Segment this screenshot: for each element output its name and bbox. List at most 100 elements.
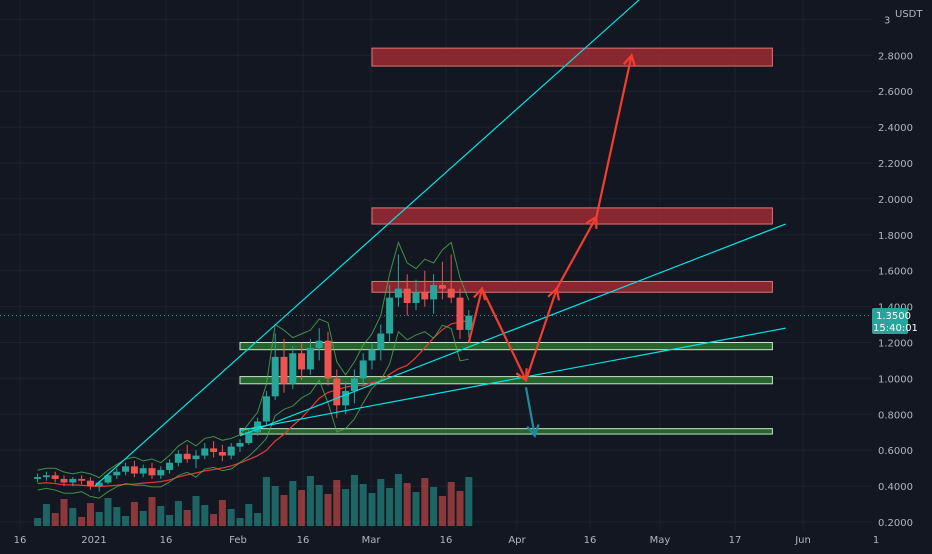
- volume-bar: [113, 507, 121, 526]
- volume-bar: [148, 497, 156, 526]
- volume-bar: [306, 476, 314, 526]
- bearish-projection-arrow-head: [526, 424, 540, 439]
- volume-bar: [465, 477, 473, 526]
- volume-bar: [359, 484, 367, 526]
- candle-body: [438, 285, 446, 289]
- bearish-projection-arrow: [524, 387, 536, 437]
- volume-bar: [350, 475, 358, 526]
- volume-bar: [86, 503, 94, 526]
- volume-bar: [262, 477, 270, 526]
- candle-body: [148, 468, 156, 476]
- bullish-projection-arrow: [467, 55, 633, 382]
- candle-body: [95, 482, 103, 487]
- candle-body: [192, 455, 200, 460]
- y-tick-label: 0.6000: [878, 446, 913, 457]
- candle-body: [377, 333, 385, 350]
- candle-body: [306, 347, 314, 370]
- volume-bar: [394, 474, 402, 526]
- volume-bar: [403, 483, 411, 526]
- candle-body: [324, 340, 332, 379]
- candle-body: [104, 475, 112, 483]
- x-tick-label: May: [650, 535, 671, 546]
- resistance-zone: [371, 280, 773, 293]
- y-tick-label: 2.0000: [878, 195, 913, 206]
- y-tick-label: 3: [884, 15, 890, 26]
- candle-body: [271, 356, 279, 397]
- volume-bar: [95, 512, 103, 526]
- x-tick-label: 17: [729, 535, 742, 546]
- volume-bar: [421, 478, 429, 526]
- candle-body: [86, 480, 94, 487]
- candle-body: [210, 448, 218, 452]
- candle-body: [394, 288, 402, 298]
- candle-body: [218, 451, 226, 456]
- volume-bar: [298, 490, 306, 526]
- price-axis-panel[interactable]: [872, 0, 932, 530]
- volume-bar: [166, 515, 174, 526]
- resistance-zone: [371, 207, 773, 225]
- candle-body: [298, 353, 306, 370]
- indicators: [37, 240, 470, 499]
- volume-bar: [210, 514, 218, 526]
- candle-body: [42, 475, 50, 478]
- volume-bar: [280, 495, 288, 526]
- last-price-value: 1.3500: [876, 311, 911, 322]
- candle-body: [350, 378, 358, 391]
- x-tick-label: Mar: [362, 535, 382, 546]
- support-zone: [239, 342, 773, 351]
- volume-bar: [174, 501, 182, 526]
- volume-bar: [139, 511, 147, 526]
- candle-body: [60, 478, 68, 483]
- volume-bar: [289, 481, 297, 526]
- projection-arrows: [467, 53, 637, 439]
- moving-average-line: [37, 319, 469, 488]
- y-tick-label: 1.6000: [878, 267, 913, 278]
- candle-body: [51, 475, 59, 479]
- volume-bar: [192, 496, 200, 526]
- trendlines: [0, 0, 872, 487]
- x-tick-label: 1: [873, 535, 879, 546]
- candle-body: [130, 466, 138, 474]
- axes: USDT 0.2000 0.4000 0.6000 0.8000 1.0000 1.200…: [14, 0, 932, 546]
- volume-bar: [324, 494, 332, 526]
- x-tick-label: 16: [14, 535, 27, 546]
- candle-body: [403, 288, 411, 304]
- candle-body: [139, 468, 147, 474]
- candle-body: [456, 297, 464, 330]
- y-tick-label: 1.8000: [878, 231, 913, 242]
- candle-body: [421, 292, 429, 300]
- volume-bar: [78, 517, 86, 526]
- volume-bar: [386, 488, 394, 526]
- y-tick-label: 0.4000: [878, 482, 913, 493]
- bullish-projection-arrow-head: [622, 53, 637, 68]
- candle-body: [368, 349, 376, 361]
- candle-body: [412, 292, 420, 304]
- y-tick-label: 2.2000: [878, 159, 913, 170]
- x-tick-label: Apr: [508, 535, 526, 546]
- volume-bar: [227, 509, 235, 526]
- volume-bar: [130, 502, 138, 526]
- volume-bar: [34, 518, 42, 526]
- volume-bar: [342, 489, 350, 526]
- y-tick-label: 2.4000: [878, 123, 913, 134]
- candle-body: [465, 315, 473, 330]
- candle-body: [280, 356, 288, 384]
- volume-bars: [34, 474, 473, 526]
- volume-bar: [218, 500, 226, 526]
- trendline: [239, 223, 786, 437]
- candle-body: [122, 466, 130, 472]
- candle-body: [430, 285, 438, 300]
- lower-band-line: [37, 324, 469, 499]
- x-tick-label: 16: [584, 535, 597, 546]
- volume-bar: [438, 496, 446, 526]
- volume-bar: [456, 491, 464, 526]
- volume-bar: [183, 510, 191, 526]
- currency-label: USDT: [895, 9, 923, 20]
- volume-bar: [201, 505, 209, 526]
- volume-bar: [377, 479, 385, 526]
- candle-body: [262, 396, 270, 422]
- candle-body: [289, 353, 297, 384]
- volume-bar: [60, 499, 68, 526]
